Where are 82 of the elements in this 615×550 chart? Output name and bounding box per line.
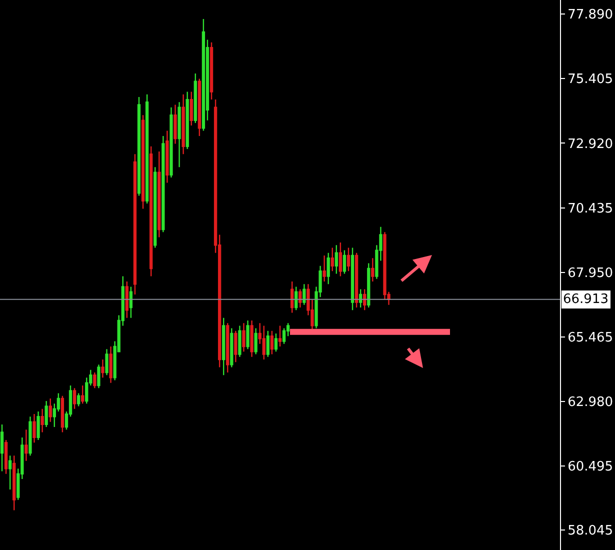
candlestick xyxy=(194,72,197,124)
y-tick-label: 67.950 xyxy=(568,266,614,281)
candlestick xyxy=(93,372,96,389)
candlestick xyxy=(274,332,278,352)
candlestick xyxy=(290,280,294,314)
y-tick-label: 70.435 xyxy=(568,201,614,216)
candlestick xyxy=(12,455,16,511)
candlestick xyxy=(342,250,346,274)
y-tick-label: 62.980 xyxy=(568,395,614,410)
candlestick xyxy=(36,410,40,441)
candlestick xyxy=(137,96,141,196)
candlestick xyxy=(363,288,366,311)
candlestick xyxy=(48,398,52,422)
candlestick xyxy=(330,247,334,272)
ref-line-label: 66.913 xyxy=(563,292,608,307)
candlestick xyxy=(109,346,112,384)
candlestick xyxy=(322,254,326,282)
y-tick-label: 65.465 xyxy=(568,330,614,346)
candlestick xyxy=(250,320,254,358)
candlestick xyxy=(158,150,161,238)
y-tick-label: 58.045 xyxy=(568,523,614,538)
candlestick xyxy=(149,146,153,277)
candlestick xyxy=(294,286,298,311)
candlestick xyxy=(350,247,354,311)
candlestick xyxy=(346,247,350,272)
candlestick xyxy=(8,455,12,490)
candlestick xyxy=(170,106,173,178)
candlestick xyxy=(133,154,137,296)
candlestick xyxy=(81,384,84,404)
candlestick xyxy=(371,258,374,282)
candlestick xyxy=(105,348,108,376)
candlestick xyxy=(210,42,214,100)
candlestick xyxy=(242,322,246,352)
candlestick xyxy=(262,325,266,360)
candlestick xyxy=(202,18,206,132)
candlestick xyxy=(254,328,258,355)
y-tick-label: 60.495 xyxy=(568,460,614,475)
candlestick xyxy=(198,78,202,137)
candlestick xyxy=(0,424,4,472)
candlestick xyxy=(270,330,274,355)
y-tick-label: 72.920 xyxy=(568,136,614,152)
candlestick xyxy=(162,135,165,233)
candlestick xyxy=(72,387,76,410)
candlestick xyxy=(230,328,234,368)
candlestick xyxy=(145,94,149,204)
candlestick xyxy=(174,104,177,144)
candlestick xyxy=(141,114,145,210)
candlestick xyxy=(367,262,370,308)
candlestick xyxy=(338,242,342,277)
candlestick xyxy=(266,330,270,358)
candlestick xyxy=(4,439,8,474)
candlestick xyxy=(234,330,238,363)
candlestick xyxy=(40,408,44,433)
candlestick xyxy=(166,130,169,184)
candlestick xyxy=(186,91,189,150)
candlestick xyxy=(354,252,358,308)
candlestick xyxy=(97,364,100,389)
candlestick xyxy=(24,429,28,462)
candlestick xyxy=(190,91,193,126)
candlestick xyxy=(125,280,128,318)
candlestick xyxy=(334,244,338,274)
candlestick xyxy=(246,320,250,350)
candlestick xyxy=(358,288,362,308)
candlestick xyxy=(129,286,133,318)
candlestick xyxy=(28,416,32,456)
candlestick xyxy=(326,252,330,285)
y-tick-label: 77.890 xyxy=(568,8,614,23)
candlestick xyxy=(154,166,157,248)
candlestick xyxy=(76,392,80,407)
candlestick xyxy=(278,325,282,348)
candlestick xyxy=(182,94,185,155)
candlestick xyxy=(32,413,36,444)
candlestick xyxy=(101,358,104,378)
candlestick xyxy=(226,322,230,374)
candlestick xyxy=(222,317,226,376)
y-tick-label: 75.405 xyxy=(568,72,614,88)
candlestick xyxy=(298,288,302,308)
candlestick xyxy=(44,400,48,428)
candlestick xyxy=(238,325,242,358)
candlestick xyxy=(178,102,181,168)
candlestick xyxy=(302,284,306,306)
candlestick xyxy=(60,395,64,433)
